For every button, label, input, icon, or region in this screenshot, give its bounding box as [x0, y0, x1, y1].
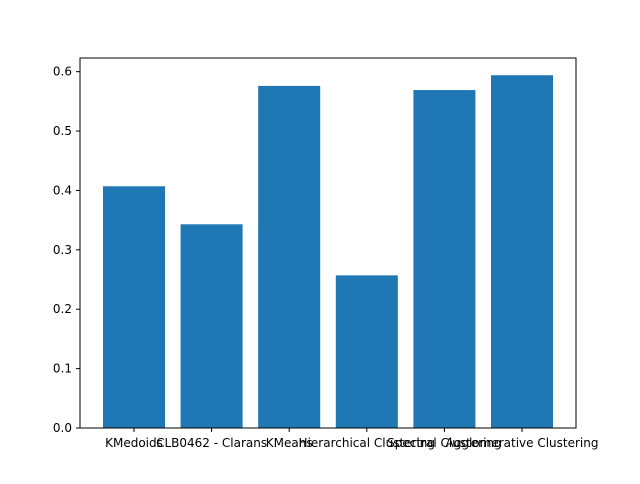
- bar-0: [103, 186, 165, 428]
- plot-frame: [79, 57, 577, 429]
- y-tick-label: 0.6: [53, 65, 72, 79]
- x-tick-label: CLB0462 - Clarans: [156, 436, 267, 450]
- bar-2: [258, 85, 321, 428]
- y-tick-label: 0.3: [53, 243, 72, 257]
- x-tick-label: KMedoids: [105, 436, 163, 450]
- y-tick-label: 0.5: [53, 124, 72, 138]
- y-axis: 0.0 0.1 0.2 0.3 0.4 0.5 0.6: [53, 65, 80, 435]
- bar-5: [491, 75, 553, 428]
- x-tick-label: Spectral Clustering: [387, 436, 502, 450]
- bar-4: [413, 90, 476, 428]
- y-tick-label: 0.0: [53, 421, 72, 435]
- bar-1: [180, 224, 243, 428]
- bars-group: [103, 75, 553, 428]
- y-tick-label: 0.2: [53, 302, 72, 316]
- y-tick-label: 0.1: [53, 362, 72, 376]
- x-tick-label: Agglomerative Clustering: [446, 436, 599, 450]
- bar-3: [335, 275, 398, 428]
- x-tick-label: KMeans: [266, 436, 313, 450]
- x-tick-label: Hierarchical Clustering: [299, 436, 435, 450]
- y-tick-label: 0.4: [53, 183, 72, 197]
